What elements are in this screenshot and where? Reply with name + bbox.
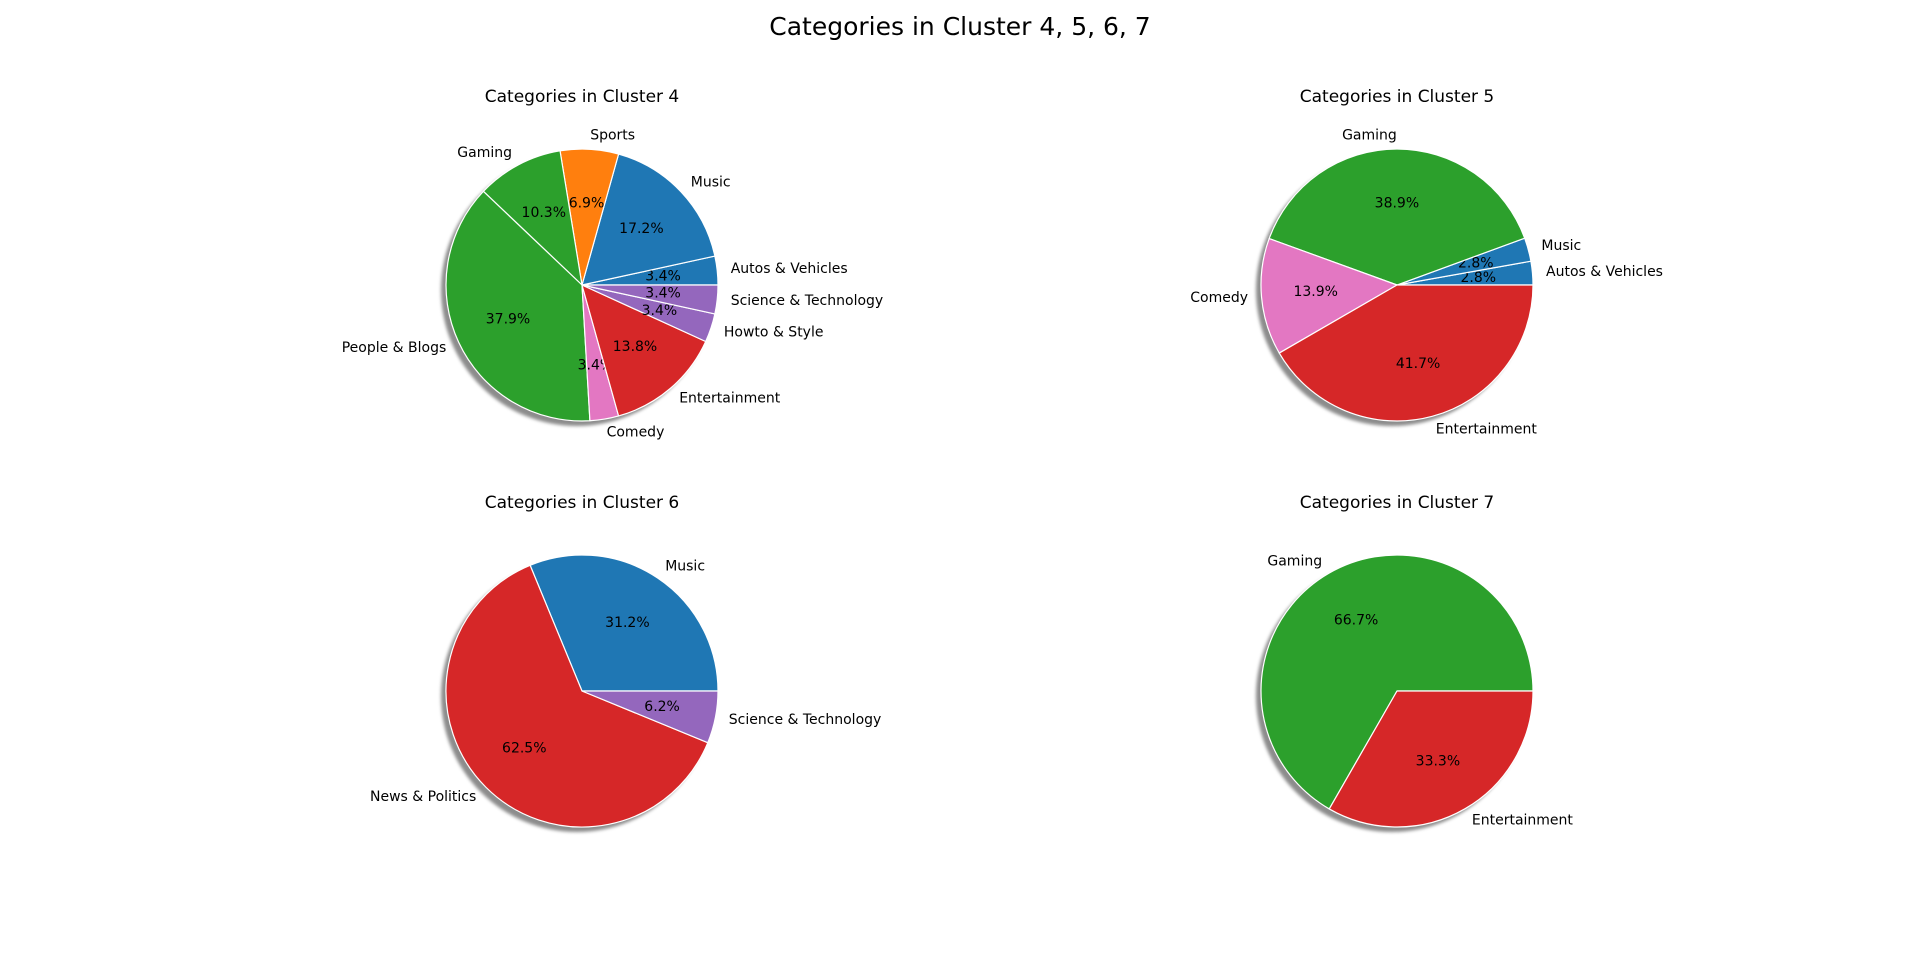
pie-slice (1328, 690, 1534, 828)
slice-label: News & Politics (370, 789, 476, 805)
slice-percent-label: 62.5% (502, 741, 546, 757)
pie-chart-1: Categories in Cluster 4 Autos & Vehicles 3… (342, 87, 883, 441)
pie-slice (581, 284, 707, 417)
pie-slice (581, 153, 716, 286)
slice-label: Science & Technology (729, 712, 882, 728)
pie-slice (581, 284, 719, 315)
slice-percent-label: 66.7% (1334, 612, 1378, 628)
slice-percent-label: 2.8% (1461, 270, 1497, 286)
pie-chart-4: Categories in Cluster 7 Gaming 66.7% Entert… (1256, 493, 1573, 832)
slice-percent-label: 6.9% (569, 196, 605, 212)
slice-label: Sports (590, 128, 635, 144)
slice-label: Music (691, 174, 731, 190)
pie-slice (482, 150, 583, 286)
pie-slice (1278, 284, 1534, 422)
slice-percent-label: 38.9% (1375, 195, 1419, 211)
slice-percent-label: 31.2% (605, 615, 649, 631)
slice-label: Gaming (457, 145, 512, 161)
figure-title: Categories in Cluster 4, 5, 6, 7 (769, 12, 1151, 41)
pie-slice (1260, 237, 1398, 354)
slice-label: Howto & Style (724, 324, 824, 340)
slice-label: Entertainment (1436, 422, 1538, 438)
pie-title: Categories in Cluster 5 (1300, 87, 1495, 107)
slice-label: Autos & Vehicles (731, 261, 848, 277)
slice-percent-label: 13.8% (613, 339, 657, 355)
pie-slice (581, 690, 719, 744)
slice-percent-label: 10.3% (522, 205, 566, 221)
slice-label: Gaming (1267, 554, 1322, 570)
slice-percent-label: 3.4% (642, 303, 678, 319)
slice-label: Music (1541, 238, 1581, 254)
slice-percent-label: 37.9% (486, 311, 530, 327)
pie-chart-3: Categories in Cluster 6 Music 31.2% News & … (370, 493, 881, 832)
slice-label: Entertainment (1472, 813, 1574, 829)
slice-percent-label: 3.4% (645, 286, 681, 302)
pie-slice (445, 190, 591, 422)
slice-percent-label: 33.3% (1416, 754, 1460, 770)
slice-label: Music (665, 559, 705, 575)
pie-title: Categories in Cluster 7 (1300, 493, 1495, 513)
slice-percent-label: 13.9% (1293, 284, 1337, 300)
slice-label: Science & Technology (731, 293, 884, 309)
slice-percent-label: 6.2% (644, 699, 680, 715)
slice-label: Gaming (1342, 127, 1397, 143)
slice-label: Autos & Vehicles (1546, 264, 1663, 280)
pie-title: Categories in Cluster 4 (485, 87, 680, 107)
pie-slice (529, 554, 719, 692)
slice-label: Comedy (1190, 290, 1248, 306)
slice-label: Comedy (607, 425, 665, 441)
slice-percent-label: 41.7% (1396, 356, 1440, 372)
slice-percent-label: 3.4% (645, 268, 681, 284)
pie-slice (445, 564, 709, 828)
slice-label: Entertainment (679, 391, 781, 407)
slice-percent-label: 17.2% (619, 221, 663, 237)
pie-title: Categories in Cluster 6 (485, 493, 680, 513)
pie-chart-2: Categories in Cluster 5 Autos & Vehicles 2… (1190, 87, 1663, 438)
pie-slice (1268, 148, 1526, 286)
slice-label: People & Blogs (342, 340, 447, 356)
pie-slice (1260, 554, 1534, 810)
